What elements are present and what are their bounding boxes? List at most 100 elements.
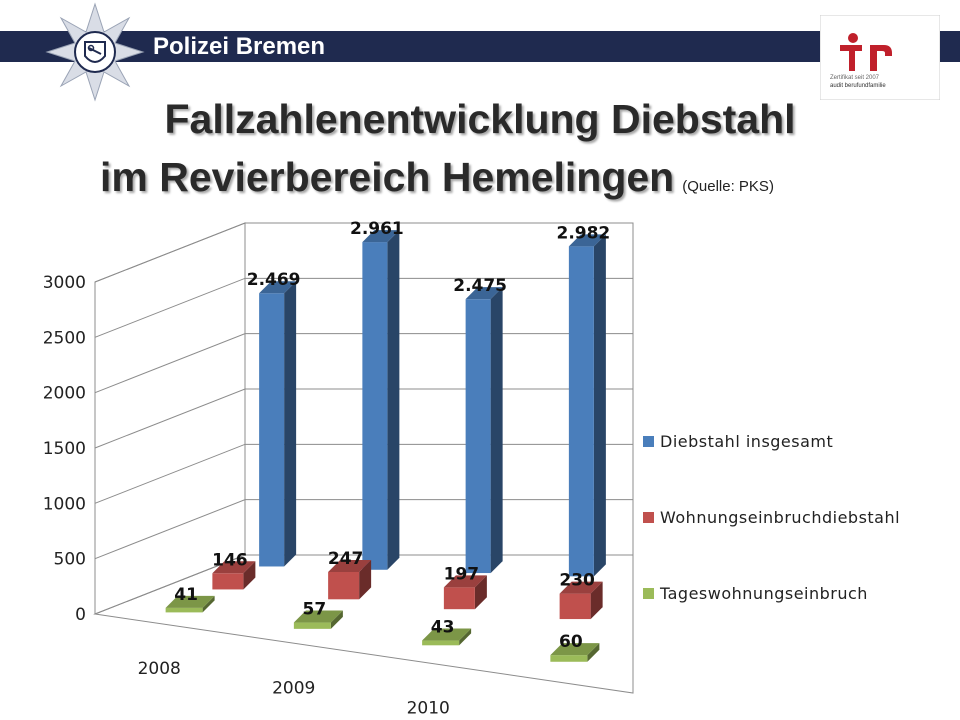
- bar: [568, 234, 606, 577]
- slide-title: Fallzahlenentwicklung Diebstahl im Revie…: [60, 96, 900, 200]
- chart-data-labels: 2.469 2.961 2.475 2.982 146 247 197 230 41 57 43 60: [174, 219, 610, 652]
- header-band: [0, 31, 960, 62]
- data-label: 2.982: [556, 223, 610, 243]
- bar-side: [359, 559, 372, 600]
- y-tick-label: 2500: [43, 328, 86, 348]
- legend-label: Wohnungseinbruchdiebstahl: [660, 508, 900, 527]
- gridline: [94, 554, 633, 615]
- bar-top: [443, 575, 487, 588]
- bar-side: [202, 595, 215, 613]
- bar-side: [459, 628, 472, 646]
- chart-bars: [165, 230, 606, 662]
- x-axis-ticks: 2008 2009 2010 2011: [138, 659, 585, 720]
- bar-top: [212, 561, 256, 574]
- y-tick-label: 2000: [43, 384, 86, 404]
- bar: [362, 230, 400, 570]
- data-label: 2.469: [247, 270, 301, 290]
- chart-gridlines: [94, 222, 633, 615]
- bar-top: [293, 610, 343, 623]
- data-label: 146: [212, 550, 248, 570]
- gridline: [94, 333, 633, 394]
- bar-side: [474, 575, 487, 610]
- audit-logo-line1: Zertifikat seit 2007: [830, 75, 880, 81]
- y-tick-label: 500: [54, 550, 86, 570]
- data-label: 2.475: [453, 276, 507, 296]
- bar-front: [165, 607, 203, 613]
- data-label: 247: [328, 549, 364, 569]
- gridline: [94, 222, 633, 283]
- data-label: 2.961: [350, 219, 404, 239]
- bar: [465, 287, 503, 574]
- audit-logo-line2: audit berufundfamilie: [830, 83, 886, 89]
- x-tick-label: 2011: [541, 718, 584, 720]
- bar: [328, 559, 372, 600]
- bar-side: [387, 230, 400, 570]
- gridline: [94, 443, 633, 504]
- bar-top: [422, 628, 472, 641]
- bar-top: [259, 281, 297, 294]
- bar: [443, 575, 487, 610]
- gridline: [94, 277, 633, 338]
- bar-top: [362, 230, 400, 243]
- y-tick-label: 3000: [43, 273, 86, 293]
- bar-front: [362, 242, 388, 570]
- slide-title-line2-text: im Revierbereich Hemelingen: [100, 154, 675, 200]
- audit-berufundfamilie-logo: Zertifikat seit 2007 audit berufundfamil…: [819, 14, 941, 101]
- bar-front: [328, 571, 360, 600]
- bar-top: [328, 559, 372, 572]
- data-label: 230: [559, 571, 595, 591]
- bar-side: [330, 610, 343, 629]
- bar-side: [284, 281, 297, 567]
- bar-side: [243, 561, 256, 590]
- bar-top: [550, 643, 600, 656]
- data-label: 57: [303, 600, 327, 620]
- bar-front: [259, 293, 285, 567]
- header-title: Polizei Bremen: [153, 33, 326, 60]
- data-label: 197: [444, 564, 480, 584]
- bar-side: [590, 581, 603, 620]
- x-tick-label: 2008: [138, 659, 181, 679]
- bar: [165, 595, 215, 613]
- legend-label: Diebstahl insgesamt: [660, 432, 833, 451]
- legend-label: Tageswohnungseinbruch: [659, 584, 868, 603]
- bar-front: [465, 299, 491, 574]
- bar: [422, 628, 472, 646]
- bar-top: [568, 234, 606, 247]
- bar-front: [212, 573, 244, 590]
- bar-front: [422, 640, 460, 646]
- bar-front: [443, 587, 475, 610]
- slide-title-line2: im Revierbereich Hemelingen (Quelle: PKS): [100, 154, 774, 210]
- bar: [550, 643, 600, 662]
- legend-swatch: [643, 588, 654, 599]
- bar-front: [559, 593, 591, 620]
- bar: [559, 581, 603, 620]
- data-label: 43: [431, 618, 455, 638]
- bar: [212, 561, 256, 590]
- data-label: 60: [559, 632, 583, 652]
- bar: [293, 610, 343, 629]
- source-note: (Quelle: PKS): [682, 178, 774, 195]
- y-tick-label: 1000: [43, 494, 86, 514]
- bar-side: [490, 287, 503, 574]
- bar-chart: 0 500 1000 1500 2000 2500 3000 2008 2009 2010 201…: [43, 219, 900, 720]
- legend-swatch: [643, 512, 654, 523]
- bar-side: [587, 643, 600, 662]
- y-tick-label: 1500: [43, 439, 86, 459]
- legend-swatch: [643, 436, 654, 447]
- chart-legend: Diebstahl insgesamt Wohnungseinbruchdiebs…: [643, 432, 900, 603]
- bar-top: [165, 595, 215, 608]
- x-tick-label: 2009: [272, 679, 315, 699]
- bar-side: [593, 234, 606, 577]
- slide-title-line1: Fallzahlenentwicklung Diebstahl: [164, 96, 796, 142]
- police-star-logo: [45, 2, 145, 102]
- data-label: 41: [174, 585, 198, 605]
- x-tick-label: 2010: [407, 698, 450, 718]
- bar-front: [550, 655, 588, 662]
- gridline: [94, 388, 633, 449]
- y-tick-label: 0: [75, 605, 86, 625]
- bar-top: [465, 287, 503, 300]
- bar: [259, 281, 297, 567]
- y-axis-ticks: 0 500 1000 1500 2000 2500 3000: [43, 273, 86, 625]
- gridline: [94, 499, 633, 560]
- bar-front: [568, 246, 594, 577]
